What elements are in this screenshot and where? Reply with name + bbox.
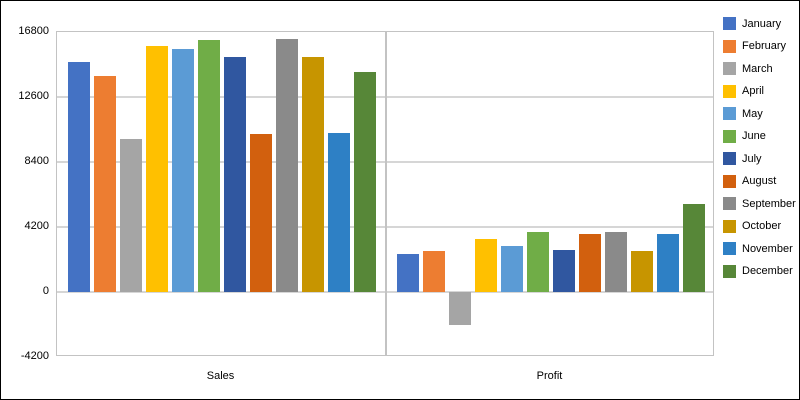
- bar-profit-july[interactable]: [552, 250, 575, 292]
- y-axis-tick-label: 12600: [18, 90, 49, 102]
- y-axis-tick-label: 16800: [18, 25, 49, 37]
- legend: January February March April May June July Augu…: [723, 17, 796, 287]
- legend-item-september[interactable]: September: [723, 197, 796, 210]
- legend-swatch: [723, 17, 736, 30]
- legend-swatch: [723, 39, 736, 53]
- plot-area: [56, 31, 714, 356]
- bar-profit-november[interactable]: [656, 234, 679, 292]
- bar-sales-october[interactable]: [301, 56, 324, 292]
- legend-swatch: [723, 174, 736, 188]
- legend-item-october[interactable]: October: [723, 219, 796, 233]
- bar-profit-august[interactable]: [578, 234, 601, 292]
- bar-profit-january[interactable]: [396, 254, 419, 292]
- bar-profit-may[interactable]: [500, 246, 523, 292]
- legend-label: September: [742, 197, 796, 210]
- bar-sales-april[interactable]: [145, 45, 168, 292]
- bar-profit-june[interactable]: [526, 231, 549, 292]
- gridline: [57, 161, 713, 163]
- legend-swatch: [723, 84, 736, 98]
- bar-sales-june[interactable]: [197, 39, 220, 292]
- legend-item-july[interactable]: July: [723, 152, 796, 165]
- legend-swatch: [723, 107, 736, 120]
- legend-item-august[interactable]: August: [723, 174, 796, 188]
- y-axis-tick-label: 0: [42, 285, 49, 297]
- bar-sales-august[interactable]: [249, 134, 272, 292]
- bar-sales-february[interactable]: [93, 76, 116, 292]
- y-axis-tick-label: 8400: [24, 155, 49, 167]
- bar-sales-december[interactable]: [353, 72, 376, 292]
- bar-profit-march[interactable]: [448, 292, 471, 325]
- legend-label: October: [742, 220, 782, 232]
- bar-sales-july[interactable]: [223, 56, 246, 292]
- legend-swatch: [723, 62, 736, 75]
- legend-swatch: [723, 264, 736, 278]
- category-divider: [385, 32, 387, 355]
- bar-profit-december[interactable]: [682, 203, 705, 292]
- legend-item-february[interactable]: February: [723, 39, 796, 53]
- y-axis-tick-label: 4200: [24, 220, 49, 232]
- zero-gridline: [57, 291, 713, 293]
- bar-profit-october[interactable]: [630, 250, 653, 292]
- bar-sales-january[interactable]: [67, 62, 90, 292]
- legend-swatch: [723, 219, 736, 233]
- legend-item-december[interactable]: December: [723, 264, 796, 278]
- category-label-profit: Profit: [536, 370, 563, 382]
- gridline: [57, 226, 713, 228]
- legend-label: February: [742, 40, 787, 52]
- legend-label: March: [742, 62, 773, 75]
- legend-label: January: [742, 17, 782, 30]
- legend-label: August: [742, 175, 777, 187]
- legend-item-may[interactable]: May: [723, 107, 796, 120]
- legend-label: April: [742, 85, 765, 97]
- legend-item-april[interactable]: April: [723, 84, 796, 98]
- legend-item-march[interactable]: March: [723, 62, 796, 75]
- bar-sales-november[interactable]: [327, 133, 350, 292]
- legend-item-november[interactable]: November: [723, 242, 796, 255]
- legend-swatch: [723, 242, 736, 255]
- bar-profit-april[interactable]: [474, 239, 497, 292]
- bar-sales-may[interactable]: [171, 49, 194, 292]
- legend-label: November: [742, 242, 793, 255]
- legend-item-june[interactable]: June: [723, 129, 796, 143]
- legend-swatch: [723, 129, 736, 143]
- bar-sales-march[interactable]: [119, 138, 142, 292]
- bar-profit-september[interactable]: [604, 231, 627, 292]
- legend-item-january[interactable]: January: [723, 17, 796, 30]
- gridline: [57, 96, 713, 98]
- legend-label: June: [742, 130, 766, 142]
- bar-sales-september[interactable]: [275, 38, 298, 292]
- legend-label: May: [742, 107, 763, 120]
- category-label-sales: Sales: [206, 370, 235, 382]
- legend-label: December: [742, 265, 793, 277]
- bar-profit-february[interactable]: [422, 250, 445, 292]
- legend-swatch: [723, 197, 736, 210]
- y-axis-tick-label: -4200: [20, 350, 49, 362]
- legend-label: July: [742, 152, 762, 165]
- legend-swatch: [723, 152, 736, 165]
